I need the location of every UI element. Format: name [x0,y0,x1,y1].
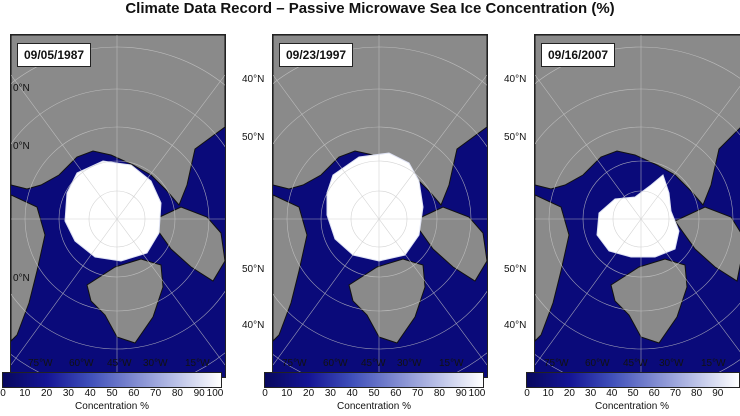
graticule [11,35,225,377]
lat-label: 50°N [242,264,265,275]
colorbar-tick: 100 [206,388,224,399]
lon-label: 15°W [439,358,464,369]
colorbar-tick: 70 [150,388,162,399]
colorbar-tick: 0 [524,388,530,399]
graticule [535,35,740,377]
map-frame: 09/16/2007 [534,34,740,378]
lon-label: 45°W [361,358,386,369]
greenland [610,258,688,344]
colorbar [526,372,740,388]
land-east [674,206,740,282]
land-west [273,194,308,342]
land-west [11,194,46,342]
colorbar-tick: 10 [542,388,554,399]
land-north [11,35,225,206]
colorbar-tick: 60 [390,388,402,399]
lon-label: 75°W [544,358,569,369]
colorbar-tick: 80 [691,388,703,399]
date-label: 09/16/2007 [541,43,616,67]
lat-label: 50°N [504,264,527,275]
date-label: 09/23/1997 [279,43,354,67]
map-frame: 09/05/1987 0°N 0°N 0°N [10,34,226,378]
colorbar [2,372,222,388]
colorbar-tick: 30 [62,388,74,399]
arctic-map [273,35,487,377]
colorbar-tick: 40 [346,388,358,399]
lon-label: 75°W [28,358,53,369]
map-frame: 09/23/1997 [272,34,488,378]
lon-label: 60°W [585,358,610,369]
arctic-map [11,35,225,377]
colorbar-label: Concentration % [595,401,669,412]
colorbar-tick: 20 [563,388,575,399]
lon-label: 30°W [659,358,684,369]
colorbar-tick: 60 [128,388,140,399]
colorbar-ticks: 0 10 20 30 40 50 60 70 80 90 100 [0,388,224,400]
lat-label: 40°N [242,320,265,331]
map-panel-1987: 09/05/1987 0°N 0°N 0°N 75°W 60°W 45°W 30… [0,26,238,416]
arctic-map [535,35,740,377]
land-west [535,194,570,342]
colorbar-tick: 30 [585,388,597,399]
lon-label: 60°W [323,358,348,369]
colorbar-tick: 50 [627,388,639,399]
greenland [348,258,426,344]
colorbar-tick: 20 [303,388,315,399]
colorbar-tick: 0 [262,388,268,399]
sea-ice [64,160,162,262]
lat-label: 40°N [504,320,527,331]
colorbar-tick: 50 [106,388,118,399]
lat-label: 0°N [13,141,30,152]
graticule [273,35,487,377]
colorbar-tick: 0 [0,388,6,399]
colorbar-tick: 30 [324,388,336,399]
land-east [150,206,225,282]
colorbar-tick: 40 [606,388,618,399]
colorbar-tick: 80 [433,388,445,399]
colorbar-label: Concentration % [75,401,149,412]
lat-label: 50°N [504,132,527,143]
map-panel-2007: 09/16/2007 40°N 50°N 50°N 40°N 75°W 60°W… [504,26,740,416]
colorbar-label: Concentration % [337,401,411,412]
lon-label: 75°W [282,358,307,369]
lon-label: 30°W [397,358,422,369]
colorbar-ticks: 0 10 20 30 40 50 60 70 80 90 100 [262,388,486,400]
colorbar-tick: 40 [84,388,96,399]
lon-label: 15°W [701,358,726,369]
greenland [86,258,164,344]
colorbar-tick: 90 [455,388,467,399]
lon-label: 45°W [107,358,132,369]
lat-label: 40°N [504,74,527,85]
colorbar-tick: 90 [712,388,724,399]
date-label: 09/05/1987 [17,43,92,67]
colorbar-tick: 70 [669,388,681,399]
colorbar-tick: 60 [648,388,660,399]
colorbar-tick: 20 [41,388,53,399]
map-panel-1997: 09/23/1997 40°N 50°N 50°N 40°N 75°W 60°W… [242,26,500,416]
colorbar-tick: 50 [368,388,380,399]
lat-label: 50°N [242,132,265,143]
lat-label: 0°N [13,273,30,284]
chart-title: Climate Data Record – Passive Microwave … [125,0,615,17]
colorbar-tick: 10 [19,388,31,399]
colorbar-tick: 100 [468,388,486,399]
lon-label: 60°W [69,358,94,369]
land-north [535,35,740,206]
colorbar-ticks: 0 10 20 30 40 50 60 70 80 90 [524,388,738,400]
lon-label: 15°W [185,358,210,369]
land-east [412,206,487,282]
lat-label: 40°N [242,74,265,85]
colorbar-tick: 80 [171,388,183,399]
colorbar-tick: 90 [193,388,205,399]
colorbar-tick: 70 [412,388,424,399]
lon-label: 30°W [143,358,168,369]
colorbar-tick: 10 [281,388,293,399]
lon-label: 45°W [623,358,648,369]
colorbar [264,372,484,388]
lat-label: 0°N [13,83,30,94]
